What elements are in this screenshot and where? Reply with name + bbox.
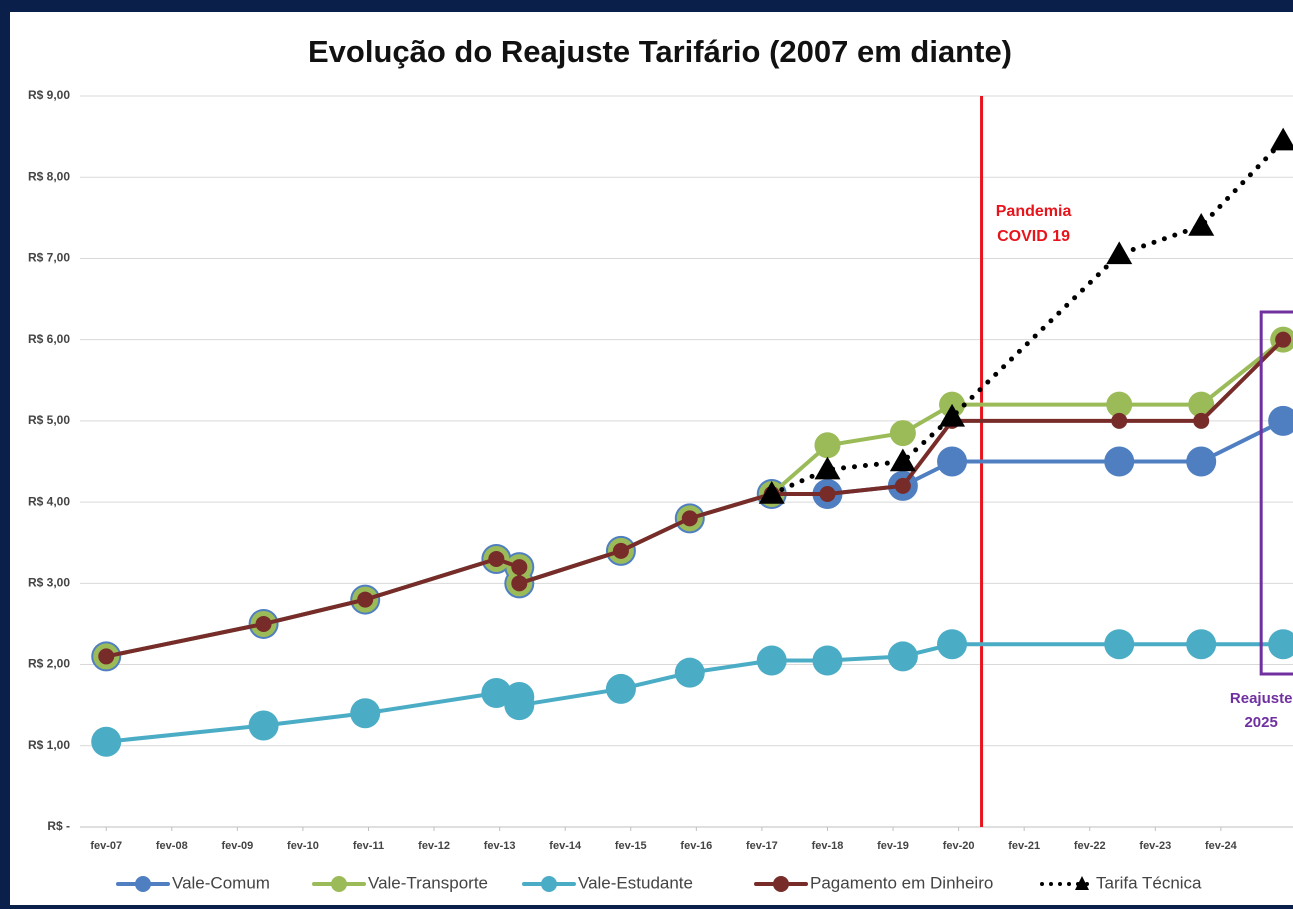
marker [814, 432, 841, 459]
marker [814, 456, 841, 480]
marker [1106, 241, 1133, 265]
y-tick-label: R$ 7,00 [28, 251, 70, 265]
highlight-box [1259, 310, 1293, 676]
marker [481, 677, 512, 708]
marker [887, 641, 918, 672]
marker [350, 698, 381, 729]
marker [605, 673, 636, 704]
y-tick-label: R$ 8,00 [28, 169, 70, 183]
marker [1268, 405, 1293, 436]
y-tick-label: R$ 3,00 [28, 576, 70, 590]
x-tick-label: fev-23 [1139, 840, 1171, 852]
x-tick-label: fev-10 [287, 840, 319, 852]
legend-marker [331, 876, 347, 892]
marker [612, 542, 629, 559]
marker [758, 480, 785, 504]
marker [98, 648, 115, 665]
legend-label: Vale-Estudante [578, 873, 693, 892]
x-tick-label: fev-07 [90, 840, 122, 852]
marker [1275, 331, 1292, 348]
marker [511, 559, 528, 576]
x-tick-label: fev-08 [156, 840, 188, 852]
pandemic-label: COVID 19 [997, 228, 1070, 245]
marker [1104, 629, 1135, 660]
marker [819, 485, 836, 502]
marker [889, 448, 916, 472]
legend-marker [773, 876, 789, 892]
marker [1111, 412, 1128, 429]
x-tick-label: fev-15 [615, 840, 647, 852]
chart-panel [10, 12, 1293, 905]
marker [1188, 212, 1215, 236]
y-tick-label: R$ - [47, 819, 70, 833]
marker [681, 510, 698, 527]
y-tick-label: R$ 2,00 [28, 657, 70, 671]
marker [91, 726, 122, 757]
marker [1188, 391, 1215, 418]
x-tick-label: fev-17 [746, 840, 778, 852]
pandemic-label: Pandemia [996, 203, 1072, 220]
legend-marker [1075, 876, 1089, 890]
marker [504, 690, 535, 721]
marker [937, 629, 968, 660]
y-tick-label: R$ 5,00 [28, 413, 70, 427]
y-tick-label: R$ 4,00 [28, 494, 70, 508]
x-tick-label: fev-20 [943, 840, 975, 852]
marker [1270, 127, 1293, 151]
marker [1193, 412, 1210, 429]
legend-marker [541, 876, 557, 892]
highlight-label: Reajuste [1230, 690, 1293, 707]
x-tick-label: fev-22 [1074, 840, 1106, 852]
marker [248, 710, 279, 741]
marker [1106, 391, 1133, 418]
x-tick-label: fev-16 [680, 840, 712, 852]
marker [1104, 446, 1135, 477]
legend-label: Vale-Transporte [368, 873, 488, 892]
marker [674, 657, 705, 688]
marker [357, 591, 374, 608]
marker [1186, 629, 1217, 660]
y-tick-label: R$ 9,00 [28, 88, 70, 102]
y-tick-label: R$ 6,00 [28, 332, 70, 346]
marker [812, 645, 843, 676]
marker [756, 645, 787, 676]
highlight-label: 2025 [1244, 714, 1277, 731]
y-tick-label: R$ 1,00 [28, 738, 70, 752]
legend-label: Tarifa Técnica [1096, 873, 1202, 892]
x-tick-label: fev-18 [812, 840, 844, 852]
x-tick-label: fev-11 [353, 840, 384, 852]
legend-label: Pagamento em Dinheiro [810, 873, 993, 892]
x-tick-label: fev-12 [418, 840, 450, 852]
x-tick-label: fev-09 [221, 840, 253, 852]
x-tick-label: fev-19 [877, 840, 909, 852]
marker [488, 550, 505, 567]
marker [511, 575, 528, 592]
x-tick-label: fev-24 [1205, 840, 1238, 852]
marker [889, 420, 916, 447]
marker [255, 615, 272, 632]
x-tick-label: fev-13 [484, 840, 516, 852]
x-tick-label: fev-21 [1008, 840, 1040, 852]
legend-marker [135, 876, 151, 892]
x-tick-label: fev-14 [549, 840, 582, 852]
marker [1186, 446, 1217, 477]
marker [937, 446, 968, 477]
marker [894, 477, 911, 494]
marker [1268, 629, 1293, 660]
chart-title: Evolução do Reajuste Tarifário (2007 em … [308, 34, 1012, 69]
legend-label: Vale-Comum [172, 873, 270, 892]
marker [939, 403, 966, 427]
